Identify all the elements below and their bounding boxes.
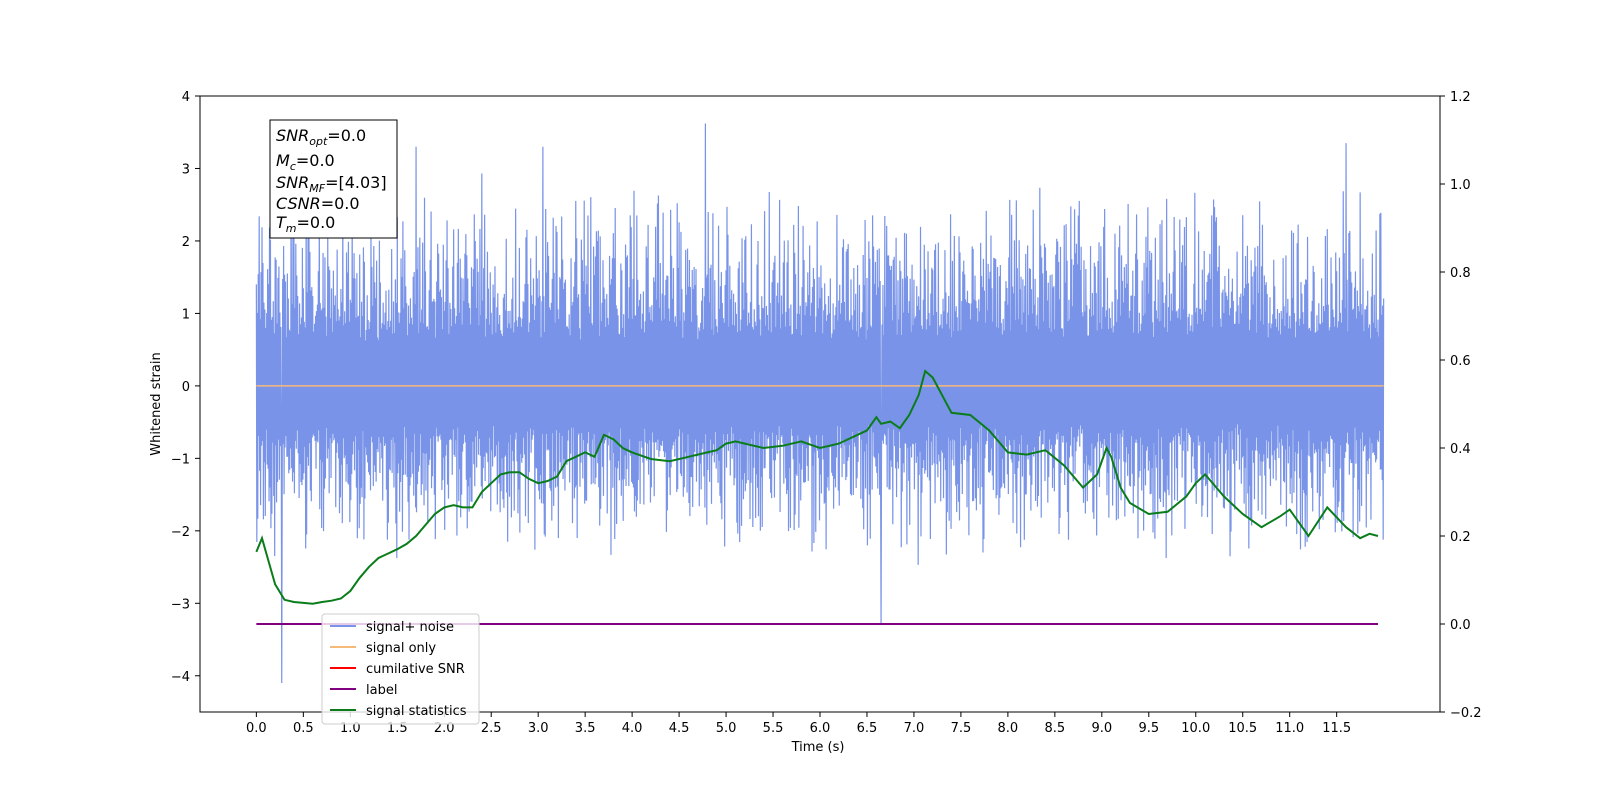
x-tick-label: 7.0 [904, 721, 925, 736]
y2-tick-label: 0.6 [1450, 354, 1471, 369]
x-tick-label: 7.5 [951, 721, 972, 736]
annotation-tm: Tm=0.0 [276, 213, 335, 235]
y-axis-right: −0.2 0.0 0.2 0.4 0.6 0.8 1.0 1.2 [1440, 90, 1482, 721]
legend-label-signal-statistics: signal statistics [366, 704, 467, 719]
y-tick-label: −4 [171, 670, 190, 685]
stats-annotation-box: SNRopt=0.0 Mc=0.0 SNRMF=[4.03] CSNR=0.0 … [269, 119, 398, 239]
legend-label-signal-only: signal only [366, 641, 436, 656]
x-tick-label: 0.5 [293, 721, 314, 736]
y-tick-label: 4 [182, 90, 190, 105]
annotation-csnr: CSNR=0.0 [276, 194, 360, 213]
annotation-subscript: opt [309, 135, 328, 148]
annotation-symbol: M [276, 151, 290, 170]
x-tick-label: 6.0 [810, 721, 831, 736]
x-tick-label: 1.0 [340, 721, 361, 736]
y-axis-label: Whitened strain [149, 352, 164, 455]
y2-tick-label: −0.2 [1450, 706, 1482, 721]
x-tick-label: 2.0 [434, 721, 455, 736]
y-tick-label: −1 [171, 452, 190, 467]
x-tick-label: 4.5 [669, 721, 690, 736]
x-tick-label: 4.0 [622, 721, 643, 736]
x-tick-label: 3.5 [575, 721, 596, 736]
x-tick-label: 3.0 [528, 721, 549, 736]
annotation-symbol: SNR [276, 126, 309, 145]
annotation-subscript: m [286, 222, 297, 235]
y-tick-label: −3 [171, 597, 190, 612]
x-tick-label: 2.5 [481, 721, 502, 736]
annotation-snr-opt: SNRopt=0.0 [276, 126, 366, 148]
annotation-value: =0.0 [327, 126, 366, 145]
annotation-subscript: c [290, 160, 296, 173]
legend-label-signal-noise: signal+ noise [366, 620, 454, 635]
x-tick-label: 1.5 [387, 721, 408, 736]
x-tick-label: 10.5 [1228, 721, 1257, 736]
legend: signal+ noise signal only cumilative SNR… [321, 613, 480, 725]
annotation-symbol: SNR [276, 173, 309, 192]
annotation-value: =0.0 [297, 213, 336, 232]
x-tick-label: 9.5 [1138, 721, 1159, 736]
annotation-symbol: T [276, 213, 287, 232]
x-tick-label: 9.0 [1091, 721, 1112, 736]
y2-tick-label: 0.2 [1450, 530, 1471, 545]
x-tick-label: 6.5 [857, 721, 878, 736]
x-tick-label: 11.5 [1322, 721, 1351, 736]
x-tick-label: 5.0 [716, 721, 737, 736]
annotation-value: =0.0 [321, 194, 360, 213]
annotation-subscript: MF [309, 182, 325, 195]
y-tick-label: 1 [182, 307, 190, 322]
annotation-symbol: CSNR [276, 194, 321, 213]
x-tick-label: 5.5 [763, 721, 784, 736]
y-tick-label: 2 [182, 235, 190, 250]
x-tick-label: 10.0 [1181, 721, 1210, 736]
y-tick-label: 0 [182, 380, 190, 395]
annotation-value: =[4.03] [325, 173, 387, 192]
x-tick-label: 0.0 [246, 721, 267, 736]
annotation-snr-mf: SNRMF=[4.03] [276, 173, 387, 195]
series-signal-statistics-line [255, 369, 1379, 605]
series-signal-noise-line [255, 123, 1385, 684]
y2-tick-label: 1.0 [1450, 178, 1471, 193]
x-axis: 0.0 0.5 1.0 1.5 2.0 2.5 3.0 3.5 4.0 4.5 5.0 5.5 6.0 6… [246, 712, 1351, 736]
annotation-mc: Mc=0.0 [276, 151, 335, 173]
annotation-value: =0.0 [296, 151, 335, 170]
y-tick-label: 3 [182, 162, 190, 177]
y2-tick-label: 0.4 [1450, 442, 1471, 457]
legend-frame [321, 613, 480, 725]
x-tick-label: 8.0 [998, 721, 1019, 736]
legend-label-cumulative-snr: cumilative SNR [366, 662, 465, 677]
y-tick-label: −2 [171, 525, 190, 540]
x-tick-label: 11.0 [1275, 721, 1304, 736]
annotation-frame [269, 119, 398, 239]
y2-tick-label: 1.2 [1450, 90, 1471, 105]
x-tick-label: 8.5 [1045, 721, 1066, 736]
y2-tick-label: 0.8 [1450, 266, 1471, 281]
legend-label-label: label [366, 683, 397, 698]
y-axis-left: −4 −3 −2 −1 0 1 2 3 4 [171, 90, 200, 685]
y2-tick-label: 0.0 [1450, 618, 1471, 633]
x-axis-label: Time (s) [791, 740, 845, 755]
